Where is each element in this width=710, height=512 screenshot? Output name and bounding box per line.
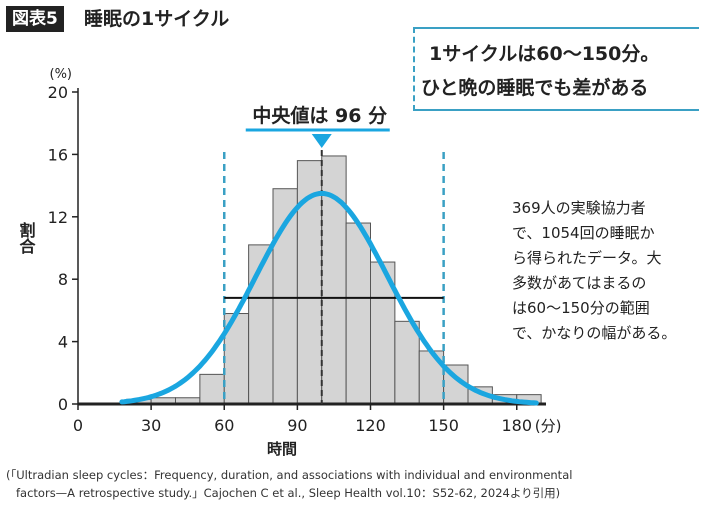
x-tick-label: 0	[73, 416, 83, 435]
source-citation: (「Ultradian sleep cycles：Frequency, dura…	[6, 466, 706, 502]
y-tick-label: 0	[58, 395, 68, 414]
side-note-line: で、かなりの幅がある。	[512, 324, 677, 342]
y-tick-label: 8	[58, 270, 68, 289]
figure-title: 睡眠の1サイクル	[84, 8, 230, 30]
x-axis-label: 時間	[267, 440, 297, 458]
callout-bottom-rule	[413, 109, 699, 111]
x-tick-label: 90	[287, 416, 307, 435]
side-note-line: ら得られたデータ。大	[512, 249, 662, 267]
side-note-line: で、1054回の睡眠か	[512, 224, 655, 242]
side-note: 369人の実験協力者 で、1054回の睡眠か ら得られたデータ。大 多数があては…	[512, 196, 704, 346]
side-note-line: 369人の実験協力者	[512, 199, 646, 217]
y-tick-label: 4	[58, 333, 68, 352]
y-unit-label: (%)	[50, 67, 73, 82]
x-tick-label: 180	[501, 416, 532, 435]
y-tick-label: 20	[48, 83, 68, 102]
x-tick-label: 60	[214, 416, 234, 435]
side-note-line: は60～150分の範囲	[512, 299, 650, 317]
histogram-bar	[394, 320, 420, 405]
source-line-2: factors—A retrospective study.」Cajochen …	[16, 486, 561, 500]
y-axis-label: 割合	[17, 221, 36, 255]
figure-label: 図表5	[6, 6, 64, 32]
x-unit-label: (分)	[535, 417, 562, 435]
x-tick-label: 150	[428, 416, 459, 435]
side-note-line: 多数があてはまるの	[512, 274, 647, 292]
median-arrow-icon	[311, 134, 332, 148]
fit-curve	[119, 190, 539, 406]
median-label: 中央値は 96 分	[252, 104, 387, 127]
source-line-1: (「Ultradian sleep cycles：Frequency, dura…	[6, 468, 573, 482]
histogram-bar	[199, 373, 225, 405]
y-tick-label: 16	[48, 145, 68, 164]
callout-box: 1サイクルは60～150分。 ひと晩の睡眠でも差がある	[413, 27, 699, 111]
x-tick-label: 30	[141, 416, 161, 435]
callout-top-rule	[413, 27, 699, 29]
histogram-bar	[345, 222, 371, 405]
y-tick-label: 12	[48, 208, 68, 227]
callout-line-2: ひと晩の睡眠でも差がある	[421, 77, 649, 99]
callout-left-rule	[413, 27, 415, 111]
x-tick-label: 120	[355, 416, 386, 435]
callout-line-1: 1サイクルは60～150分。	[429, 43, 660, 65]
